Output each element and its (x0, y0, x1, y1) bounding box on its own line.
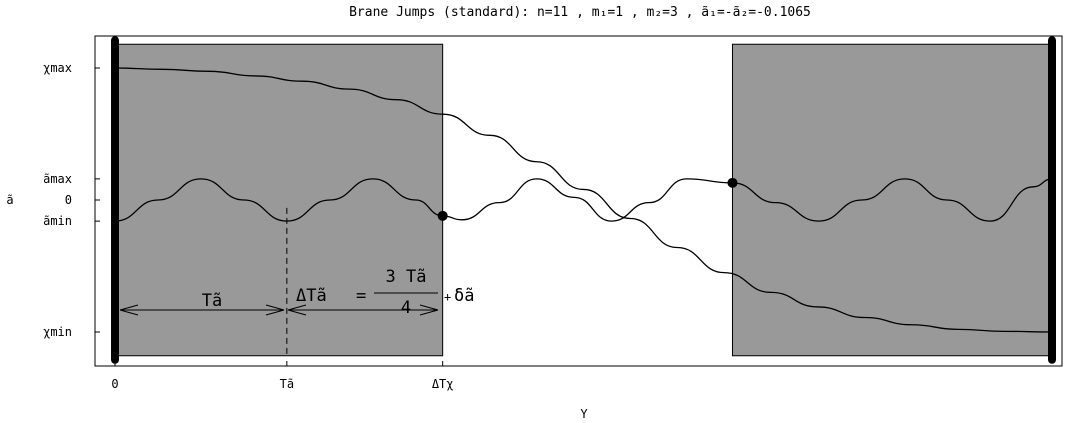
jump-numerator: 3 Tã (386, 267, 427, 287)
y-tick-label-4: χmin (43, 325, 72, 339)
y-tick-label-3: ãmin (43, 214, 72, 228)
y-tick-label-0: χmax (43, 61, 72, 75)
shaded-regions (111, 36, 1056, 364)
chart-title: Brane Jumps (standard): n=11 , m₁=1 , m₂… (349, 5, 811, 20)
y-tick-label-2: 0 (65, 193, 72, 207)
jump-label-left: ΔTã (296, 286, 327, 306)
series-line-0 (114, 67, 1053, 333)
x-axis-label: Y (580, 407, 588, 421)
x-tick-label-2: ΔTχ (432, 377, 454, 391)
axis-ticks: χmax ãmax 0 ãmin χmin 0 Tã ΔTχ (43, 61, 453, 391)
y-tick-label-1: ãmax (43, 172, 72, 186)
shaded-region-1 (731, 43, 1053, 357)
jump-eq: = (356, 286, 366, 306)
marker-point-0 (437, 210, 448, 221)
series-lines (114, 67, 1053, 333)
arrowhead-icon (119, 304, 285, 316)
jump-denominator: 4 (401, 298, 411, 318)
period-annotation: Tã ΔTã = 3 Tã 4 + δã (119, 267, 474, 318)
plot-frame (94, 35, 1063, 367)
period-label: Tã (202, 291, 222, 311)
marker-point-1 (727, 177, 738, 188)
arrowhead-icon (287, 304, 439, 316)
x-tick-label-1: Tã (280, 377, 294, 391)
shaded-region-0 (114, 43, 444, 357)
series-line-1 (114, 178, 1053, 222)
jump-plus: + (444, 290, 451, 304)
jump-delta: δã (454, 286, 474, 306)
y-axis-label: ã (6, 193, 13, 207)
x-tick-label-0: 0 (111, 377, 118, 391)
